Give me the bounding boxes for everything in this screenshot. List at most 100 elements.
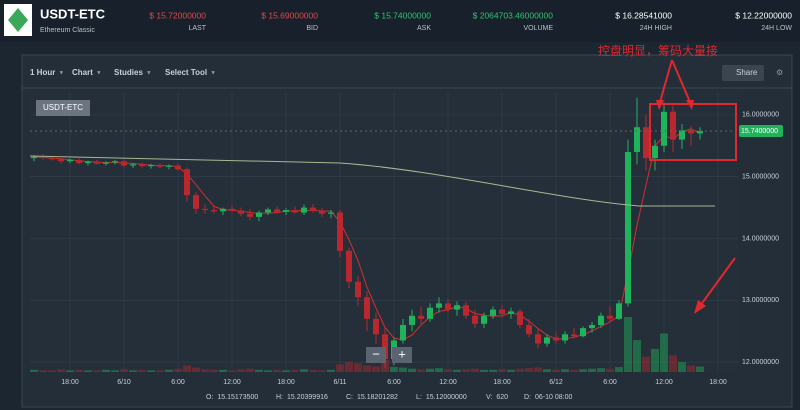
- candle-body: [454, 305, 460, 310]
- volume-bar: [147, 370, 155, 372]
- candle-body: [139, 164, 145, 167]
- volume-bar: [255, 369, 263, 372]
- ohlc-value: 06-10 08:00: [535, 394, 572, 401]
- volume-bar: [453, 369, 461, 372]
- candle-body: [157, 164, 163, 167]
- volume-bar: [417, 369, 425, 372]
- volume-bar: [48, 370, 56, 372]
- dropdown-caret: ▼: [210, 71, 216, 77]
- volume-bar: [489, 369, 497, 372]
- ohlc-value: 15.12000000: [426, 394, 467, 401]
- stat-value: $ 15.72000000: [149, 10, 206, 20]
- candle-body: [661, 111, 667, 146]
- volume-bar: [336, 364, 344, 372]
- volume-bar: [291, 369, 299, 372]
- share-label[interactable]: Share: [736, 68, 758, 77]
- candle-body: [301, 207, 307, 213]
- candle-body: [40, 156, 46, 159]
- candle-body: [355, 281, 361, 298]
- x-tick-label: 18:00: [277, 379, 295, 386]
- toolbar-item[interactable]: Studies: [114, 68, 143, 77]
- candle-body: [643, 127, 649, 159]
- candle-body: [634, 127, 640, 152]
- volume-bar: [696, 366, 704, 372]
- volume-bar: [174, 368, 182, 372]
- dropdown-caret: ▼: [96, 71, 102, 77]
- arrow-head: [694, 300, 706, 314]
- zoom-out-button[interactable]: [366, 347, 386, 363]
- toolbar-item[interactable]: Select Tool: [165, 68, 207, 77]
- candle-body: [409, 315, 415, 326]
- zoom-in[interactable]: +: [398, 346, 406, 361]
- candle-body: [562, 334, 568, 341]
- candle-body: [103, 162, 109, 164]
- stat-value: $ 12.22000000: [735, 10, 792, 20]
- stat-label: BID: [306, 25, 318, 32]
- zoom-in-button[interactable]: [392, 347, 412, 363]
- toolbar-item[interactable]: Chart: [72, 68, 93, 77]
- candle-body: [148, 164, 154, 167]
- candle-body: [490, 309, 496, 316]
- zoom-out[interactable]: −: [372, 346, 380, 361]
- candle-body: [76, 159, 82, 164]
- annotation: 控盘明显，筹码大量接: [598, 43, 718, 58]
- ohlc-value: 15.20399916: [287, 394, 328, 401]
- volume-bar: [120, 369, 128, 372]
- ohlc-label: C:: [346, 394, 353, 401]
- volume-bar: [444, 369, 452, 372]
- volume-bar: [480, 369, 488, 372]
- candle-body: [175, 165, 181, 170]
- volume-bar: [435, 368, 443, 372]
- candle-body: [310, 207, 316, 211]
- volume-bar: [588, 368, 596, 372]
- ohlc-value: 620: [496, 394, 508, 401]
- volume-bar: [372, 366, 380, 372]
- x-tick-label: 12:00: [223, 379, 241, 386]
- y-tick-label: 15.0000000: [742, 174, 779, 181]
- volume-bar: [498, 369, 506, 372]
- dropdown-caret: ▼: [146, 71, 152, 77]
- x-tick-label: 18:00: [709, 379, 727, 386]
- toolbar: 1 Hour ▼ Chart ▼ Studies ▼ Select Tool ▼: [30, 68, 216, 77]
- candle-body: [31, 156, 37, 159]
- x-tick-label: 6/12: [549, 379, 563, 386]
- share-button[interactable]: [722, 65, 764, 81]
- candle-body: [526, 325, 532, 335]
- volume-bar: [390, 367, 398, 372]
- stat-label: LAST: [188, 25, 206, 32]
- candle-body: [247, 213, 253, 217]
- volume-bar: [156, 370, 164, 372]
- volume-bar: [102, 369, 110, 372]
- stat-label: ASK: [417, 25, 431, 32]
- candle-body: [274, 209, 280, 212]
- volume-bar: [471, 368, 479, 372]
- volume-bar: [651, 348, 659, 372]
- candle-body: [292, 210, 298, 213]
- stat-label: 24H HIGH: [640, 25, 672, 32]
- candle-body: [373, 318, 379, 335]
- candle-body: [418, 315, 424, 319]
- volume-arrow: [699, 257, 736, 307]
- volume-bar: [615, 367, 623, 372]
- chart-label-box: [36, 100, 90, 116]
- volume-bar: [309, 369, 317, 372]
- candle-body: [319, 210, 325, 214]
- stat-label: 24H LOW: [761, 25, 792, 32]
- volume-bar: [39, 370, 47, 372]
- toolbar-item[interactable]: 1 Hour: [30, 68, 55, 77]
- volume-bar: [408, 368, 416, 372]
- volume-bar: [633, 340, 641, 372]
- settings-icon[interactable]: ⚙: [776, 68, 783, 77]
- stat-label: VOLUME: [523, 25, 553, 32]
- candle-body: [535, 334, 541, 344]
- y-tick-label: 14.0000000: [742, 235, 779, 242]
- volume-bar: [264, 370, 272, 372]
- volume-bar: [318, 370, 326, 372]
- volume-bar: [363, 365, 371, 372]
- candle-body: [130, 164, 136, 166]
- volume-bar: [462, 369, 470, 372]
- candle-body: [346, 250, 352, 282]
- symbol: USDT-ETC: [40, 6, 106, 21]
- volume-bar: [75, 369, 83, 372]
